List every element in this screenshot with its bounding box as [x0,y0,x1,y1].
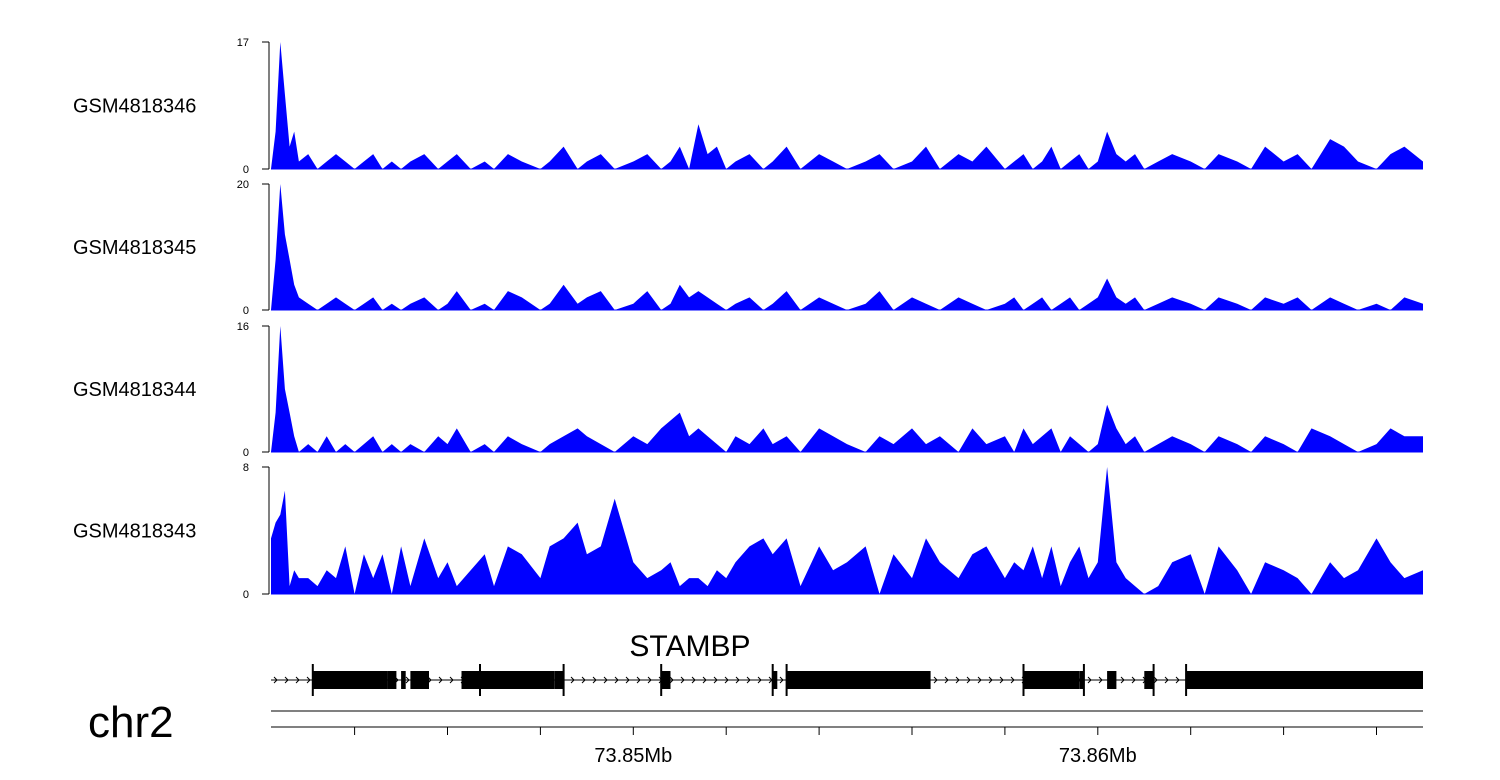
strand-chevron [669,676,674,684]
y-tick-label-max: 20 [237,179,249,191]
strand-chevron [1153,676,1158,684]
strand-chevron [592,676,597,684]
exon-block [661,671,671,689]
strand-chevron [1098,676,1103,684]
y-tick-label-min: 0 [243,164,249,176]
strand-chevron [306,676,311,684]
exon-block [480,671,555,689]
strand-chevron [944,676,949,684]
exon-block [786,671,931,689]
track-GSM4818345: GSM4818345 20 0 [73,179,1423,317]
coverage-area [271,184,1423,310]
track-label: GSM4818345 [73,237,196,259]
track-label: GSM4818346 [73,96,196,118]
strand-chevron [1164,676,1169,684]
strand-chevron [713,676,718,684]
strand-chevron [1175,676,1180,684]
y-tick-label-max: 17 [237,37,249,49]
x-tick-label: 73.85Mb [594,745,672,767]
exon-block [410,671,429,689]
track-GSM4818343: GSM4818343 8 0 [73,462,1423,601]
strand-chevron [779,676,784,684]
exon-block [772,671,778,689]
strand-chevron [284,676,289,684]
coverage-tracks: GSM4818346170GSM4818345200GSM4818344160G… [73,37,1423,601]
exon-block [387,671,397,689]
strand-chevron [636,676,641,684]
strand-chevron [570,676,575,684]
track-GSM4818346: GSM4818346 17 0 [73,37,1423,176]
strand-chevron [746,676,751,684]
y-tick-label-max: 8 [243,462,249,474]
strand-chevron [614,676,619,684]
exon-block [1023,671,1080,689]
strand-chevron [966,676,971,684]
strand-chevron [691,676,696,684]
strand-chevron [449,676,454,684]
y-tick-label-max: 16 [237,321,249,333]
coverage-area [271,467,1423,594]
chromosome-label: chr2 [88,698,174,747]
strand-chevron [1131,676,1136,684]
strand-chevron [647,676,652,684]
coverage-area [271,42,1423,169]
strand-chevron [735,676,740,684]
strand-chevron [625,676,630,684]
strand-chevron [757,676,762,684]
strand-chevron [702,676,707,684]
strand-chevron [1010,676,1015,684]
strand-chevron [999,676,1004,684]
exon-block [401,671,406,689]
exon-block [1107,671,1117,689]
strand-chevron [273,676,278,684]
strand-chevron [295,676,300,684]
strand-chevron [438,676,443,684]
exon-block [1079,671,1084,689]
strand-chevron [955,676,960,684]
exon-block [1144,671,1154,689]
track-label: GSM4818344 [73,379,196,401]
strand-chevron [988,676,993,684]
strand-chevron [1120,676,1125,684]
exon-block [1186,671,1423,689]
genome-axis: chr2 73.85Mb 73.86Mb [88,698,1423,767]
track-label: GSM4818343 [73,521,196,543]
y-tick-label-min: 0 [243,305,249,317]
track-GSM4818344: GSM4818344 16 0 [73,321,1423,459]
strand-chevron [680,676,685,684]
strand-chevron [603,676,608,684]
strand-chevron [1087,676,1092,684]
strand-chevron [933,676,938,684]
y-tick-label-min: 0 [243,447,249,459]
exon-block [461,671,481,689]
strand-chevron [405,676,410,684]
gene-model: STAMBP [271,630,1423,696]
exon-block [554,671,564,689]
strand-chevron [581,676,586,684]
strand-chevron [977,676,982,684]
exon-block [312,671,388,689]
strand-chevron [724,676,729,684]
coverage-area [271,326,1423,452]
y-tick-label-min: 0 [243,589,249,601]
x-tick-label: 73.86Mb [1059,745,1137,767]
gene-name-label: STAMBP [629,630,750,663]
